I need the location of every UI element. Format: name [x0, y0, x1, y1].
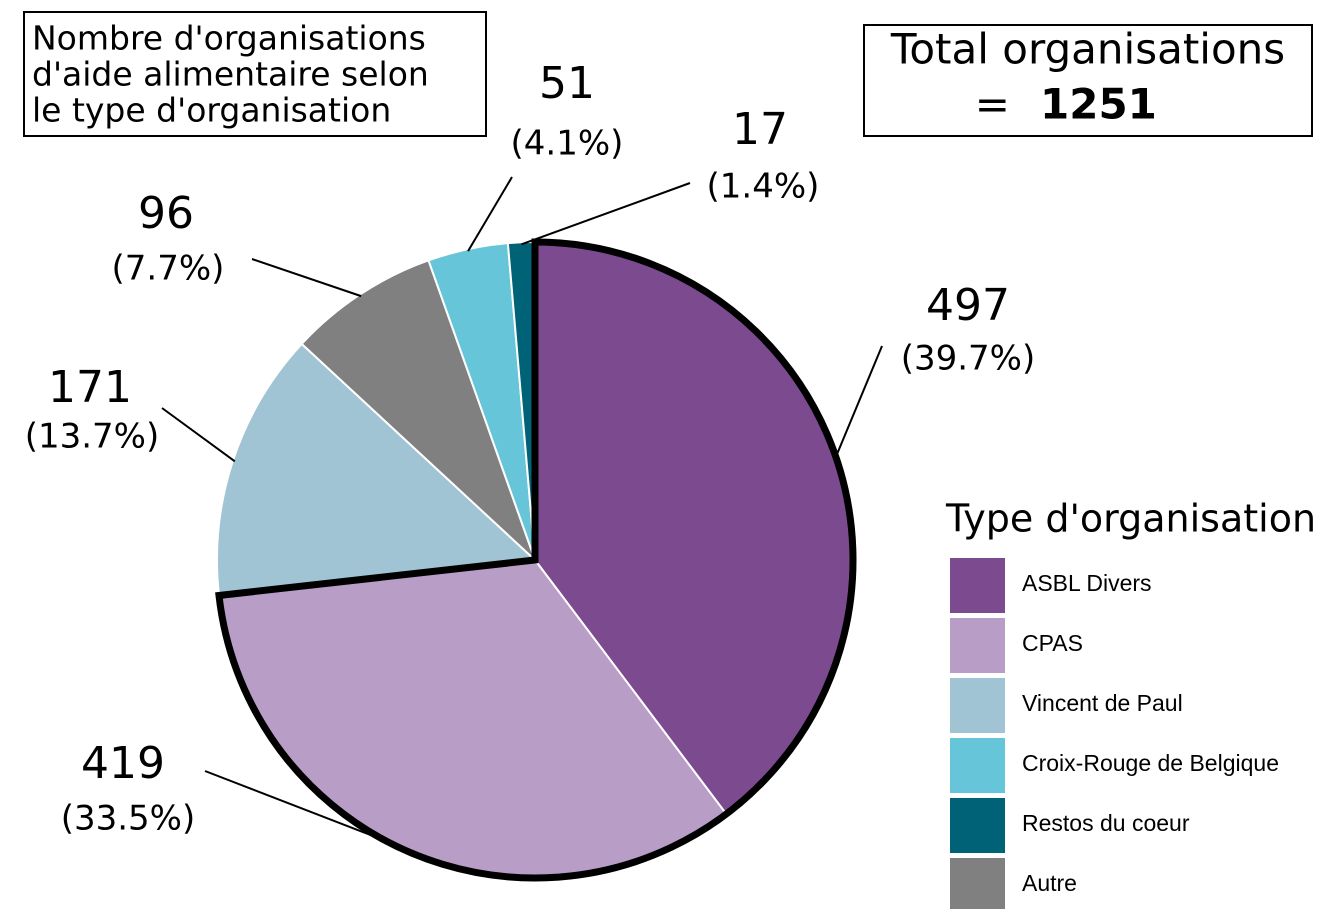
leader-line — [251, 258, 362, 298]
pie-slice — [300, 259, 536, 561]
legend-label: CPAS — [1022, 630, 1083, 656]
legend-label: ASBL Divers — [1022, 570, 1152, 596]
total-label: Total organisations — [890, 25, 1285, 74]
leader-line — [521, 182, 691, 246]
value-label: 171 — [48, 362, 132, 413]
value-label: 419 — [81, 738, 165, 789]
legend-title: Type d'organisation — [945, 497, 1316, 541]
value-label: 51 — [539, 58, 595, 109]
value-label: 17 — [732, 104, 788, 155]
legend-swatch — [950, 558, 1005, 613]
legend-swatch — [950, 858, 1005, 909]
chart-title: Nombre d'organisations — [32, 19, 426, 58]
percentage-label: (4.1%) — [511, 124, 624, 164]
total-value: 1251 — [1040, 80, 1157, 129]
percentage-label: (1.4%) — [707, 167, 820, 207]
chart-title: d'aide alimentaire selon — [32, 55, 429, 94]
legend-swatch — [950, 678, 1005, 733]
legend-swatch — [950, 798, 1005, 853]
legend-label: Croix-Rouge de Belgique — [1022, 750, 1279, 776]
highlight-outline — [215, 238, 857, 882]
total-box — [863, 24, 1313, 137]
legend-label: Autre — [1022, 870, 1077, 896]
legend-swatch — [950, 738, 1005, 793]
percentage-label: (39.7%) — [901, 339, 1036, 379]
title-box — [23, 11, 487, 137]
leader-line — [161, 407, 236, 463]
leader-line — [467, 176, 513, 252]
legend-label: Vincent de Paul — [1022, 690, 1183, 716]
leader-line — [833, 345, 883, 461]
value-label: 96 — [138, 188, 194, 239]
value-label: 497 — [926, 280, 1010, 331]
legend-swatch — [950, 618, 1005, 673]
total-prefix: = — [975, 80, 1010, 129]
percentage-label: (7.7%) — [112, 249, 225, 289]
legend-label: Restos du coeur — [1022, 810, 1190, 836]
percentage-label: (13.7%) — [25, 417, 160, 457]
percentage-label: (33.5%) — [61, 799, 196, 839]
chart-title: le type d'organisation — [32, 91, 391, 130]
